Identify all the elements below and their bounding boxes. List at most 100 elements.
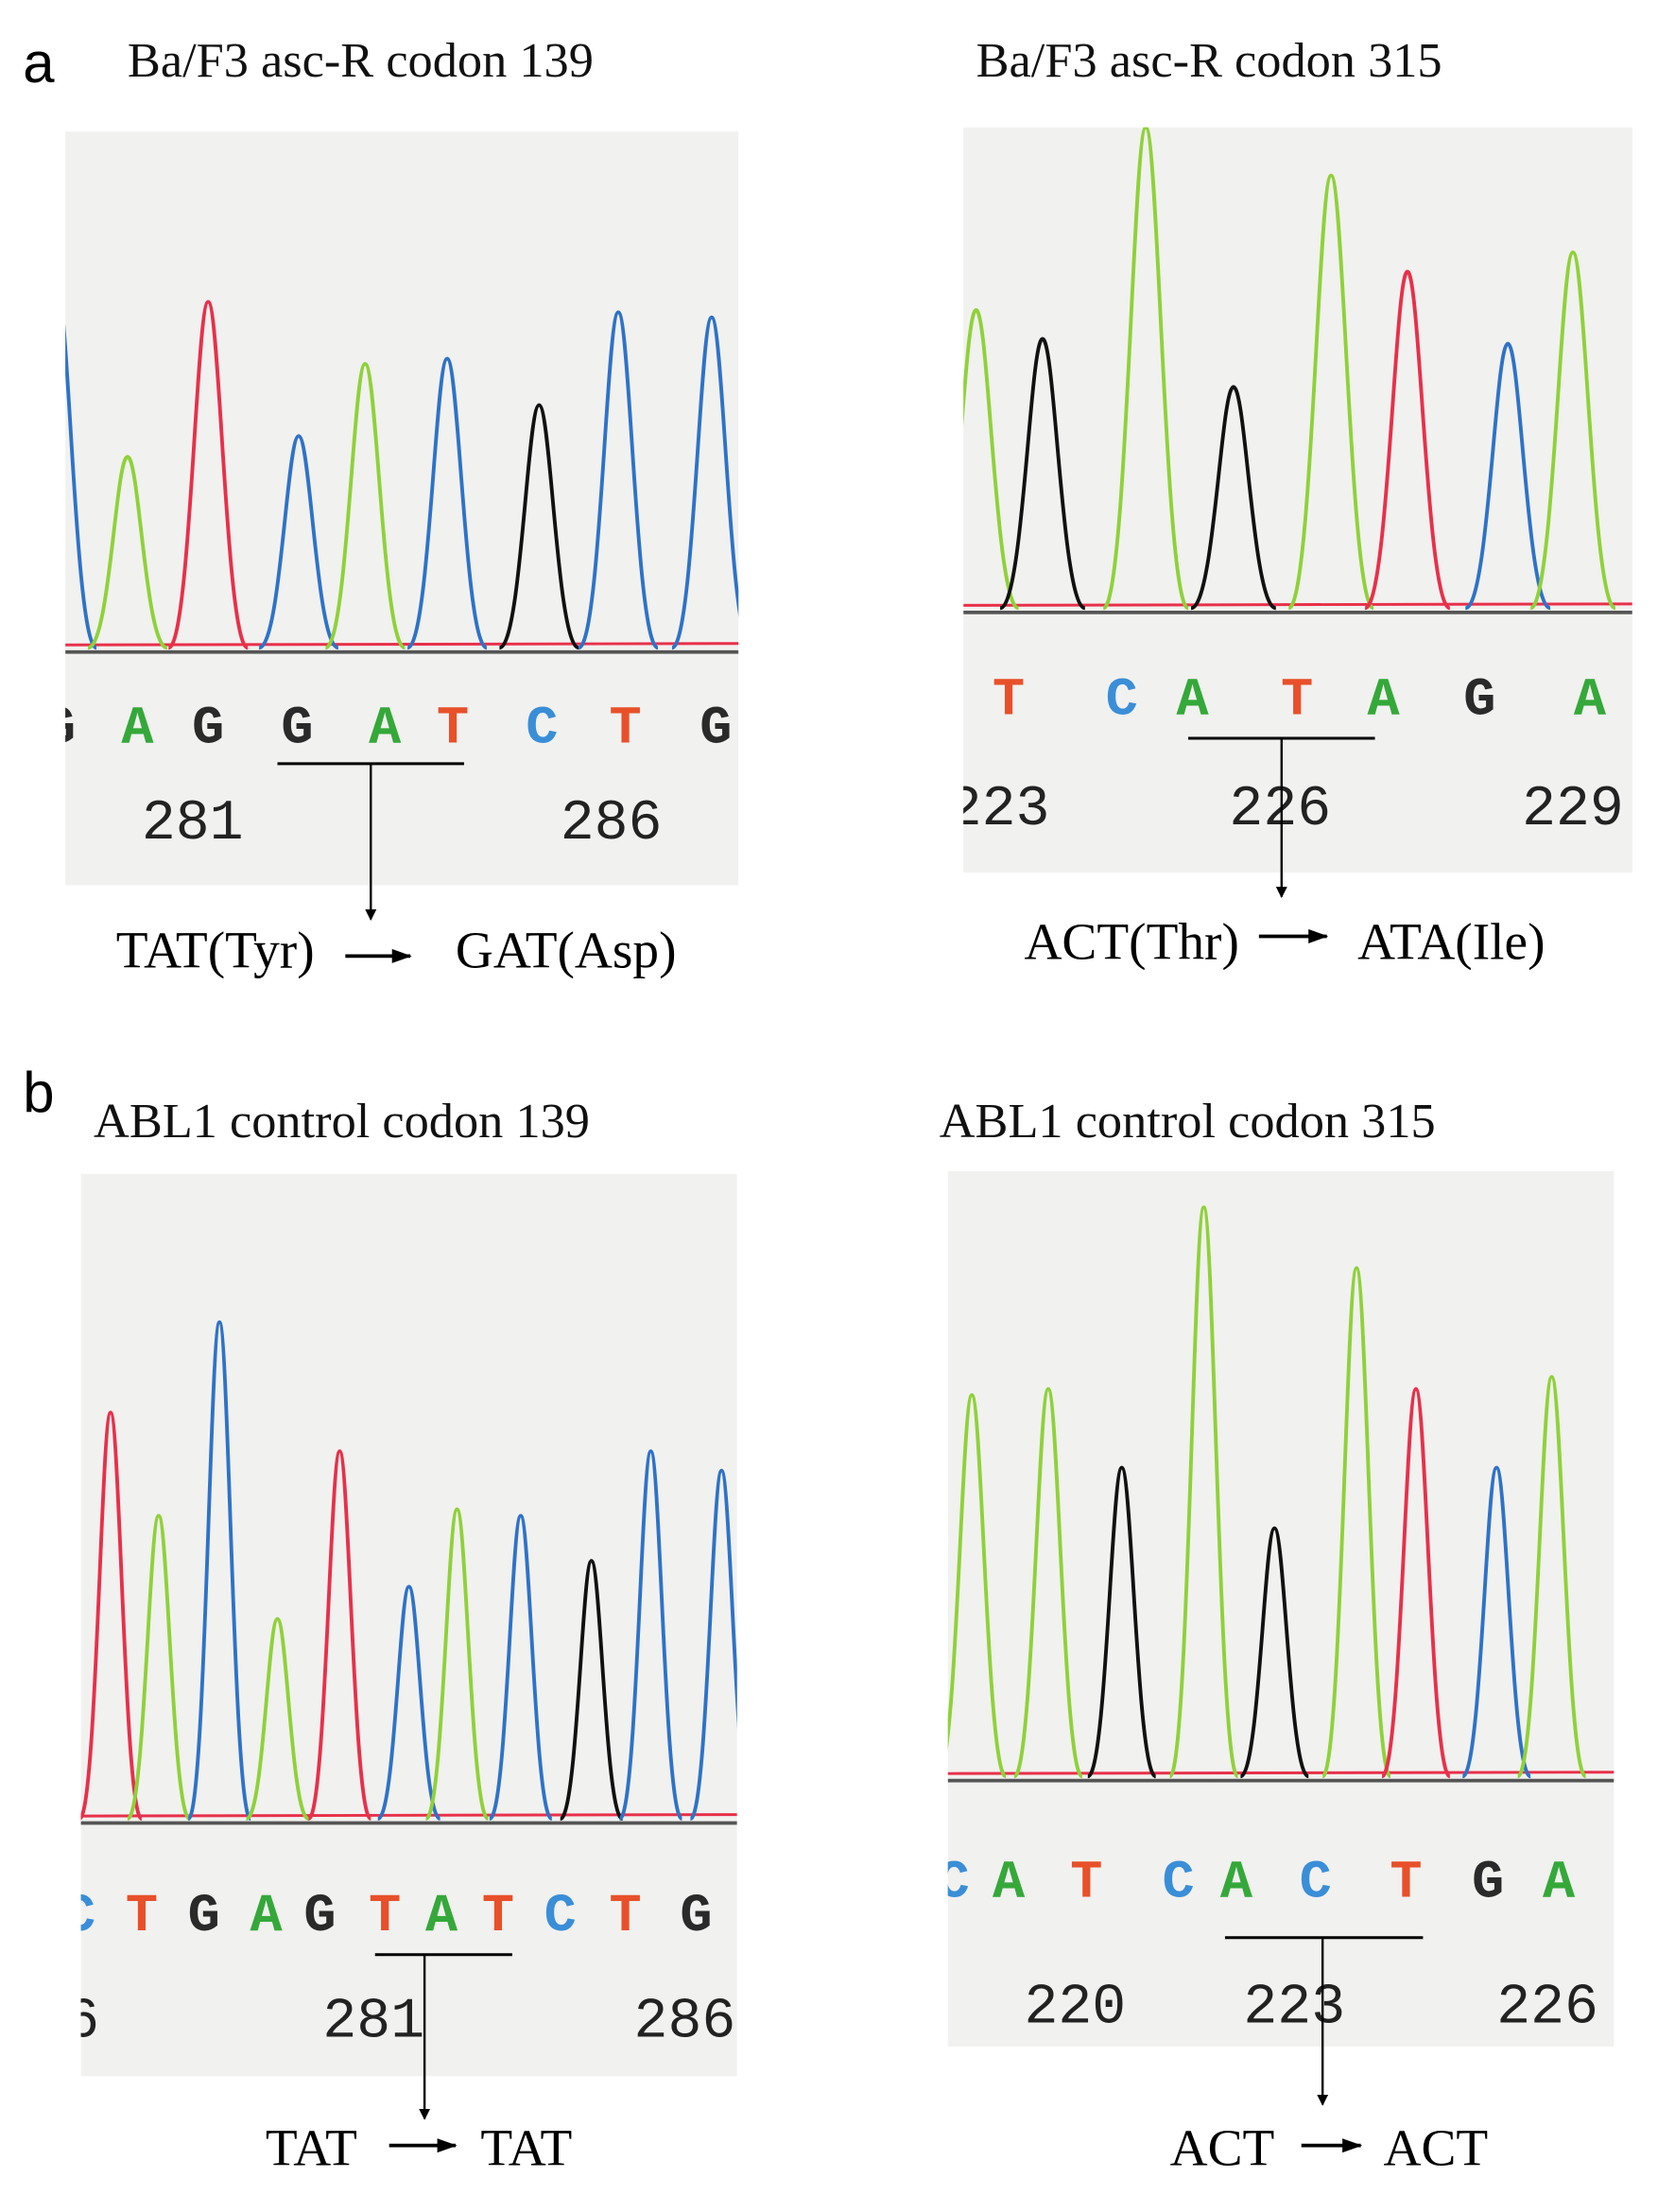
peak-C	[688, 1468, 737, 1822]
base-call: T	[1070, 1853, 1102, 1913]
base-call: A	[1543, 1853, 1576, 1913]
peak-T	[1380, 1387, 1452, 1779]
codon-original: ACT(Thr)	[1024, 912, 1238, 970]
peak-G	[498, 403, 580, 650]
position-number: 281	[322, 1989, 424, 2053]
codon-result: TAT	[480, 2119, 572, 2177]
codon-original: TAT	[266, 2119, 357, 2177]
peak-G	[999, 337, 1086, 611]
position-number: 226	[1229, 777, 1331, 841]
base-call: A	[250, 1887, 283, 1947]
chromatogram-background	[65, 131, 739, 886]
base-call: T	[482, 1887, 514, 1947]
base-call: T	[437, 699, 469, 759]
peak-A	[1167, 1205, 1240, 1779]
peak-A	[87, 455, 168, 650]
position-number: 223	[948, 777, 1050, 841]
chromatogram-background	[947, 1170, 1615, 2047]
chromatogram-background	[80, 1173, 737, 2077]
peak-G	[1190, 385, 1277, 611]
codon-result: ATA(Ile)	[1357, 912, 1545, 970]
panel-title-a-right: Ba/F3 asc-R codon 315	[976, 33, 1442, 88]
panel-letter-a: a	[23, 31, 55, 95]
base-call: C	[1163, 1853, 1195, 1913]
peak-A	[423, 1507, 491, 1822]
position-number: 281	[142, 791, 244, 855]
base-call: G	[1472, 1853, 1504, 1913]
peak-A	[126, 1513, 192, 1822]
peak-A	[1012, 1387, 1084, 1779]
base-call: C	[938, 1853, 970, 1913]
trace-baseline	[947, 1771, 1615, 1775]
peak-A	[245, 1616, 310, 1822]
base-call: C	[1300, 1853, 1332, 1913]
peak-A	[963, 308, 1020, 611]
peak-T	[306, 1449, 373, 1822]
base-call: G	[281, 699, 313, 759]
peak-T	[167, 300, 250, 650]
base-call: T	[610, 699, 642, 759]
base-call: G	[699, 699, 732, 759]
base-call: A	[1176, 671, 1209, 732]
peak-A	[1101, 127, 1190, 611]
base-call: T	[1390, 1853, 1422, 1913]
peak-C	[186, 1320, 252, 1822]
position-number: 229	[1522, 777, 1624, 841]
base-call: G	[303, 1887, 336, 1947]
panel-title-b-right: ABL1 control codon 315	[940, 1094, 1436, 1149]
base-call: C	[1106, 671, 1138, 732]
peak-A	[1515, 1374, 1588, 1779]
chromatogram-b-left: C T G A G T A T C T G6 281 286	[63, 1173, 737, 2077]
base-call: T	[610, 1887, 642, 1947]
position-number: 6	[65, 1989, 99, 2053]
codon-result: ACT	[1384, 2119, 1489, 2177]
base-call: G	[680, 1887, 712, 1947]
codon-original: ACT	[1170, 2119, 1275, 2177]
peak-G	[558, 1559, 625, 1822]
position-number: 220	[1024, 1976, 1126, 2040]
base-call: T	[993, 671, 1025, 732]
base-call: T	[369, 1887, 401, 1947]
peak-G	[1085, 1465, 1158, 1779]
peak-A	[324, 361, 406, 650]
base-call: T	[1281, 671, 1313, 732]
position-number: 223	[1243, 1976, 1345, 2040]
peak-C	[258, 434, 339, 650]
peak-A	[947, 1392, 1008, 1779]
position-number: 286	[561, 791, 663, 855]
peak-C	[406, 356, 489, 650]
peak-G	[1239, 1526, 1310, 1779]
codon-original: TAT(Tyr)	[116, 921, 315, 978]
panel-title-b-left: ABL1 control codon 139	[94, 1094, 590, 1149]
chromatogram-background	[963, 127, 1632, 873]
peak-A	[1321, 1266, 1392, 1779]
base-call: A	[1367, 671, 1400, 732]
base-call: A	[993, 1853, 1026, 1913]
position-number: 226	[1496, 1976, 1598, 2040]
panel-letter-b: b	[23, 1061, 54, 1124]
base-call: G	[43, 699, 76, 759]
panel-title-a-left: Ba/F3 asc-R codon 139	[128, 33, 594, 88]
peak-T	[1363, 269, 1451, 611]
base-call: G	[192, 699, 224, 759]
peak-C	[375, 1584, 442, 1822]
base-call: C	[63, 1887, 95, 1947]
base-call: G	[188, 1887, 220, 1947]
peak-A	[1529, 250, 1616, 611]
peak-C	[1464, 341, 1552, 611]
peak-T	[80, 1410, 144, 1822]
base-call: A	[1220, 1853, 1253, 1913]
peak-C	[1460, 1465, 1533, 1779]
base-call: G	[1463, 671, 1495, 732]
base-call: A	[1574, 671, 1607, 732]
peak-C	[488, 1513, 554, 1822]
trace-baseline	[963, 602, 1632, 607]
peak-A	[1286, 173, 1375, 611]
codon-result: GAT(Asp)	[456, 921, 677, 978]
base-call: A	[369, 699, 402, 759]
peak-C	[65, 324, 98, 650]
